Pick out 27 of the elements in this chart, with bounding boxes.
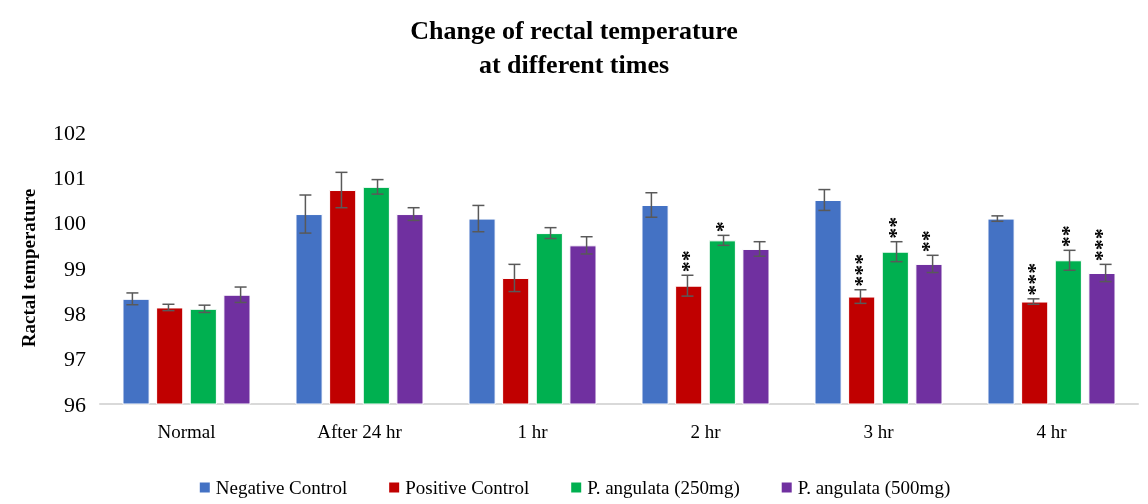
x-tick-label: 1 hr [517, 421, 549, 442]
legend-label: P. angulata (250mg) [587, 477, 740, 499]
annotation: *** [1022, 262, 1048, 296]
y-tick-label: 102 [53, 119, 86, 145]
legend-label: P. angulata (500mg) [797, 477, 951, 499]
y-tick-label: 97 [64, 346, 86, 372]
y-tick-label: 98 [64, 300, 86, 326]
x-tick-label: After 24 hr [317, 421, 403, 442]
y-tick-label: 100 [53, 210, 86, 236]
annotation: ** [916, 230, 942, 253]
x-tick-label: 2 hr [690, 421, 722, 442]
x-tick-label: 4 hr [1036, 421, 1068, 442]
annotation: ** [1055, 225, 1081, 248]
annotation: *** [1089, 228, 1115, 262]
x-tick-label: 3 hr [863, 421, 895, 442]
y-tick-label: 99 [64, 255, 86, 281]
annotation: ** [882, 216, 908, 239]
y-tick-label: 101 [53, 164, 86, 190]
y-axis-title: Ractal temperature [18, 188, 39, 348]
y-tick-label: 96 [64, 391, 86, 417]
annotation: ** [676, 250, 702, 273]
legend-label: Negative Control [215, 477, 348, 498]
x-tick-label: Normal [157, 421, 216, 442]
annotation: *** [849, 253, 875, 287]
legend-label: Positive Control [405, 477, 530, 498]
annotation: * [709, 221, 735, 233]
chart-title: Change of rectal temperature at different times [410, 15, 738, 79]
